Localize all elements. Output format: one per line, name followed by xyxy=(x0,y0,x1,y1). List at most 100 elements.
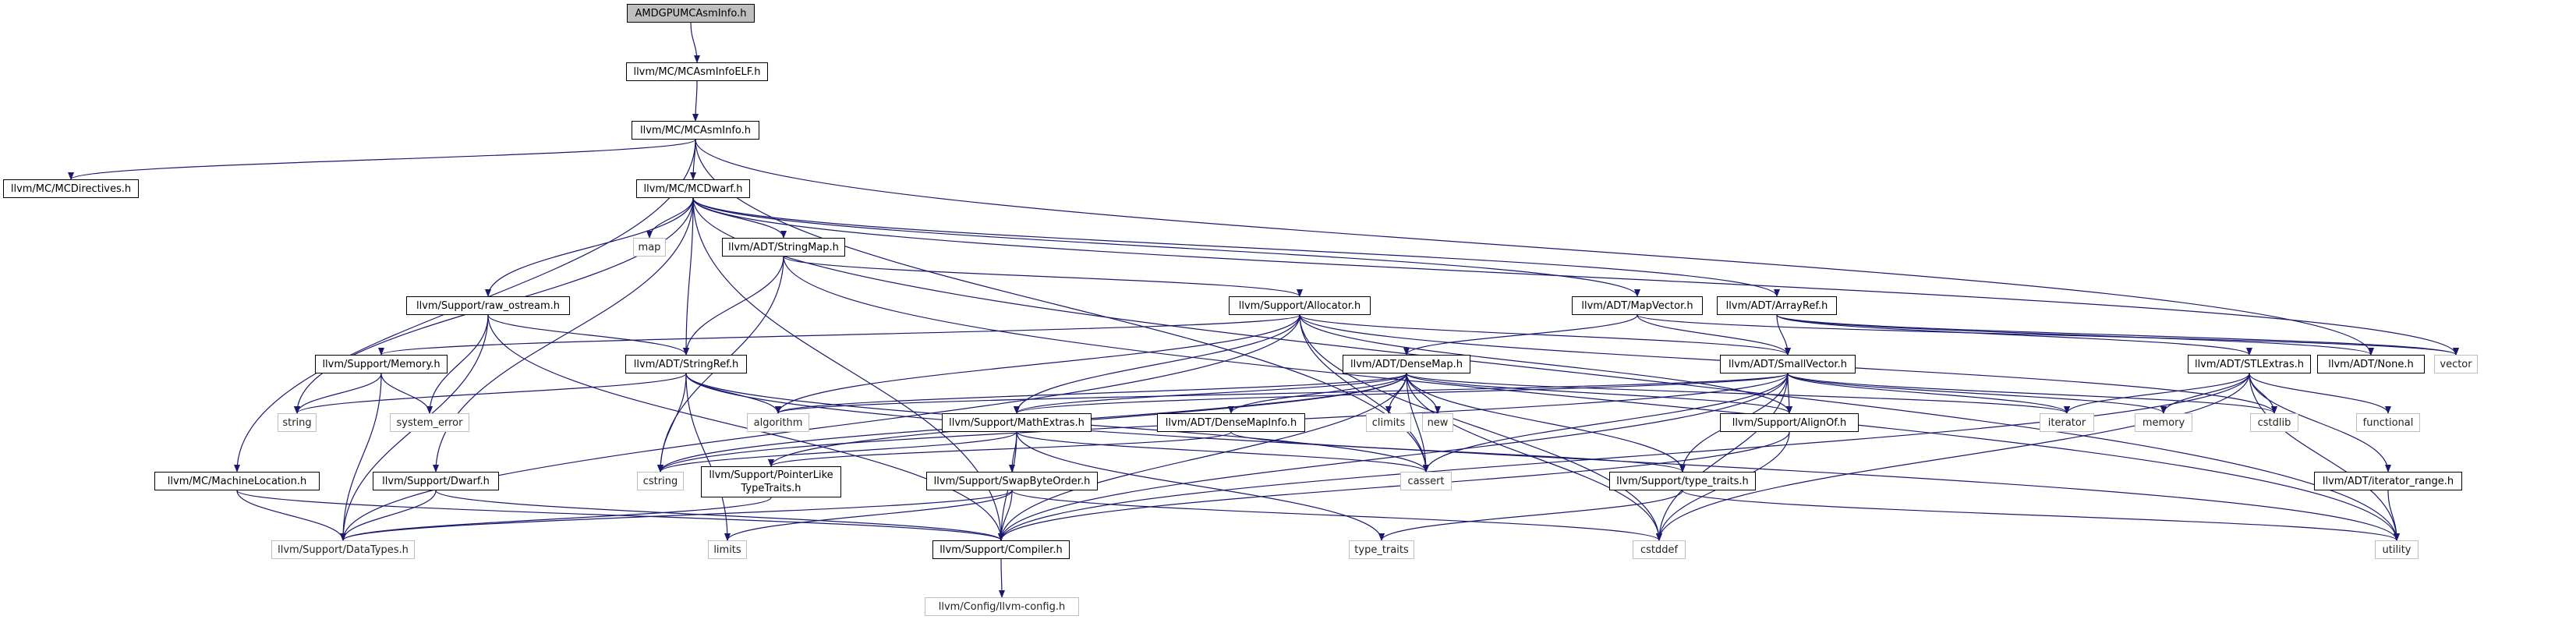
edge-allocator-to-cassert xyxy=(1299,314,1429,473)
edge-densemap-to-algorithm xyxy=(775,373,1407,414)
edge-mapvector-to-smallvector xyxy=(1637,314,1791,356)
edge-densemap-to-cstddef xyxy=(1406,373,1662,541)
edge-mcasminfo-to-none xyxy=(695,139,2374,356)
node-alignof-h[interactable]: llvm/Support/AlignOf.h xyxy=(1720,413,1859,432)
edge-allocator-to-datatypes xyxy=(340,314,1300,541)
edge-mcdwarf-to-utility xyxy=(692,197,2400,541)
node-memory: memory xyxy=(2135,413,2192,432)
edge-stringref-to-string xyxy=(294,373,687,414)
edge-mcdwarf-to-mapvector xyxy=(692,197,1640,297)
edge-swapbyteorder-to-compiler xyxy=(998,490,1013,541)
edge-densemap-to-mathextras xyxy=(1014,373,1407,414)
node-stringref-h[interactable]: llvm/ADT/StringRef.h xyxy=(625,355,747,373)
edge-allocator-to-smallvector xyxy=(1299,314,1791,356)
edge-densemap-to-alignof xyxy=(1406,373,1792,414)
node-stlextras-h[interactable]: llvm/ADT/STLExtras.h xyxy=(2188,355,2311,373)
node-algorithm: algorithm xyxy=(747,413,809,432)
edge-mcdwarf-to-stringmap xyxy=(692,197,787,239)
edge-stlextras-to-cstddef xyxy=(1656,373,2250,541)
edge-alignof-to-compiler xyxy=(998,431,1790,541)
node-type-traits-h[interactable]: llvm/Support/type_traits.h xyxy=(1609,472,1756,490)
node-allocator-h[interactable]: llvm/Support/Allocator.h xyxy=(1229,296,1371,315)
edge-iterator_range-to-utility xyxy=(2387,490,2400,541)
node-amdgpumcasminfo-h: AMDGPUMCAsmInfo.h xyxy=(627,4,755,23)
node-swapbyteorder-h[interactable]: llvm/Support/SwapByteOrder.h xyxy=(926,472,1098,490)
edge-densemap-to-compiler xyxy=(998,373,1407,541)
edge-arrayref-to-none xyxy=(1776,314,2374,356)
edge-root-to-mcasminfoelf xyxy=(690,22,700,63)
node-mcasminfoelf-h[interactable]: llvm/MC/MCAsmInfoELF.h xyxy=(626,62,768,81)
node-machinelocation-h[interactable]: llvm/MC/MachineLocation.h xyxy=(154,472,320,490)
edge-stringmap-to-allocator xyxy=(783,256,1303,297)
edge-smallvector-to-mathextras xyxy=(1014,373,1789,414)
node-mapvector-h[interactable]: llvm/ADT/MapVector.h xyxy=(1572,296,1703,315)
node-cstdlib: cstdlib xyxy=(2250,413,2298,432)
edge-allocator-to-mathextras xyxy=(1014,314,1300,414)
edge-dwarf-to-compiler xyxy=(435,490,1004,541)
node-system-error: system_error xyxy=(390,413,469,432)
edge-mcdwarf-to-raw_ostream xyxy=(485,197,694,297)
node-densemapinfo-h[interactable]: llvm/ADT/DenseMapInfo.h xyxy=(1157,413,1305,432)
edge-allocator-to-memory xyxy=(378,314,1300,356)
edge-mapvector-to-vector xyxy=(1637,314,2459,356)
node-cstring: cstring xyxy=(637,472,684,490)
edge-mcdwarf-to-arrayref xyxy=(692,197,1780,297)
edge-mcdwarf-to-stringref xyxy=(683,197,694,356)
node-pointerliketypetraits-h[interactable]: llvm/Support/PointerLike TypeTraits.h xyxy=(701,466,841,497)
node-climits: climits xyxy=(1366,413,1411,432)
edge-stlextras-to-iterator xyxy=(2064,373,2250,414)
node-cstddef: cstddef xyxy=(1633,540,1686,559)
edge-memory-to-datatypes xyxy=(340,373,382,541)
edge-smallvector-to-algorithm xyxy=(775,373,1789,414)
edge-stringref-to-algorithm xyxy=(685,373,781,414)
edge-compiler-to-llvm_config xyxy=(998,558,1005,598)
edge-allocator-to-algorithm xyxy=(775,314,1300,414)
node-string: string xyxy=(278,413,317,432)
edge-densemapinfo-to-type_traits_llvm xyxy=(1230,431,1686,473)
edge-swapbyteorder-to-cstddef xyxy=(1011,490,1662,541)
node-dwarf-h[interactable]: llvm/Support/Dwarf.h xyxy=(373,472,499,490)
edge-arrayref-to-vector xyxy=(1776,314,2459,356)
node-densemap-h[interactable]: llvm/ADT/DenseMap.h xyxy=(1343,355,1470,373)
node-compiler-h[interactable]: llvm/Support/Compiler.h xyxy=(932,540,1070,559)
node-mathextras-h[interactable]: llvm/Support/MathExtras.h xyxy=(942,413,1092,432)
edge-stringref-to-utility xyxy=(685,373,2400,541)
node-iterator: iterator xyxy=(2040,413,2094,432)
node-stringmap-h[interactable]: llvm/ADT/StringMap.h xyxy=(722,238,845,257)
edge-mcasminfoelf-to-mcasminfo xyxy=(692,80,699,122)
edge-stlextras-to-iterator_range xyxy=(2249,373,2391,473)
edge-smallvector-to-cstdlib xyxy=(1787,373,2277,414)
edge-smallvector-to-alignof xyxy=(1785,373,1792,414)
edge-memory-to-system_error xyxy=(380,373,433,414)
edge-mathextras-to-cassert xyxy=(1016,431,1429,473)
edge-swapbyteorder-to-datatypes xyxy=(340,490,1013,541)
node-mcdirectives-h[interactable]: llvm/MC/MCDirectives.h xyxy=(3,179,139,198)
node-limits: limits xyxy=(708,540,747,559)
node-mcasminfo-h[interactable]: llvm/MC/MCAsmInfo.h xyxy=(632,121,759,140)
edge-allocator-to-cstddef xyxy=(1299,314,1662,541)
edge-mathextras-to-type_traits xyxy=(1016,431,1385,541)
edge-densemapinfo-to-pointerlike xyxy=(768,431,1232,467)
node-functional: functional xyxy=(2356,413,2420,432)
node-memory-h[interactable]: llvm/Support/Memory.h xyxy=(315,355,448,373)
edge-mcasminfo-to-mcdirectives xyxy=(68,139,696,180)
node-llvm-config-h: llvm/Config/llvm-config.h xyxy=(925,597,1079,616)
edge-stlextras-to-functional xyxy=(2249,373,2391,414)
edge-smallvector-to-iterator xyxy=(1787,373,2070,414)
edge-stringmap-to-utility xyxy=(783,256,2400,541)
node-arrayref-h[interactable]: llvm/ADT/ArrayRef.h xyxy=(1717,296,1837,315)
node-mcdwarf-h[interactable]: llvm/MC/MCDwarf.h xyxy=(636,179,750,198)
node-raw-ostream-h[interactable]: llvm/Support/raw_ostream.h xyxy=(406,296,570,315)
node-none-h[interactable]: llvm/ADT/None.h xyxy=(2317,355,2425,373)
node-cassert: cassert xyxy=(1400,472,1452,490)
edge-memory-to-string xyxy=(294,373,382,414)
edge-dwarf-to-datatypes xyxy=(340,490,437,541)
edge-raw_ostream-to-stringref xyxy=(487,314,689,356)
edge-stlextras-to-cstdlib xyxy=(2249,373,2277,414)
node-iterator-range-h[interactable]: llvm/ADT/iterator_range.h xyxy=(2314,472,2462,490)
node-smallvector-h[interactable]: llvm/ADT/SmallVector.h xyxy=(1720,355,1856,373)
node-new: new xyxy=(1422,413,1453,432)
edge-smallvector-to-memory_std xyxy=(1787,373,2167,414)
edge-stringmap-to-stringref xyxy=(683,256,784,356)
